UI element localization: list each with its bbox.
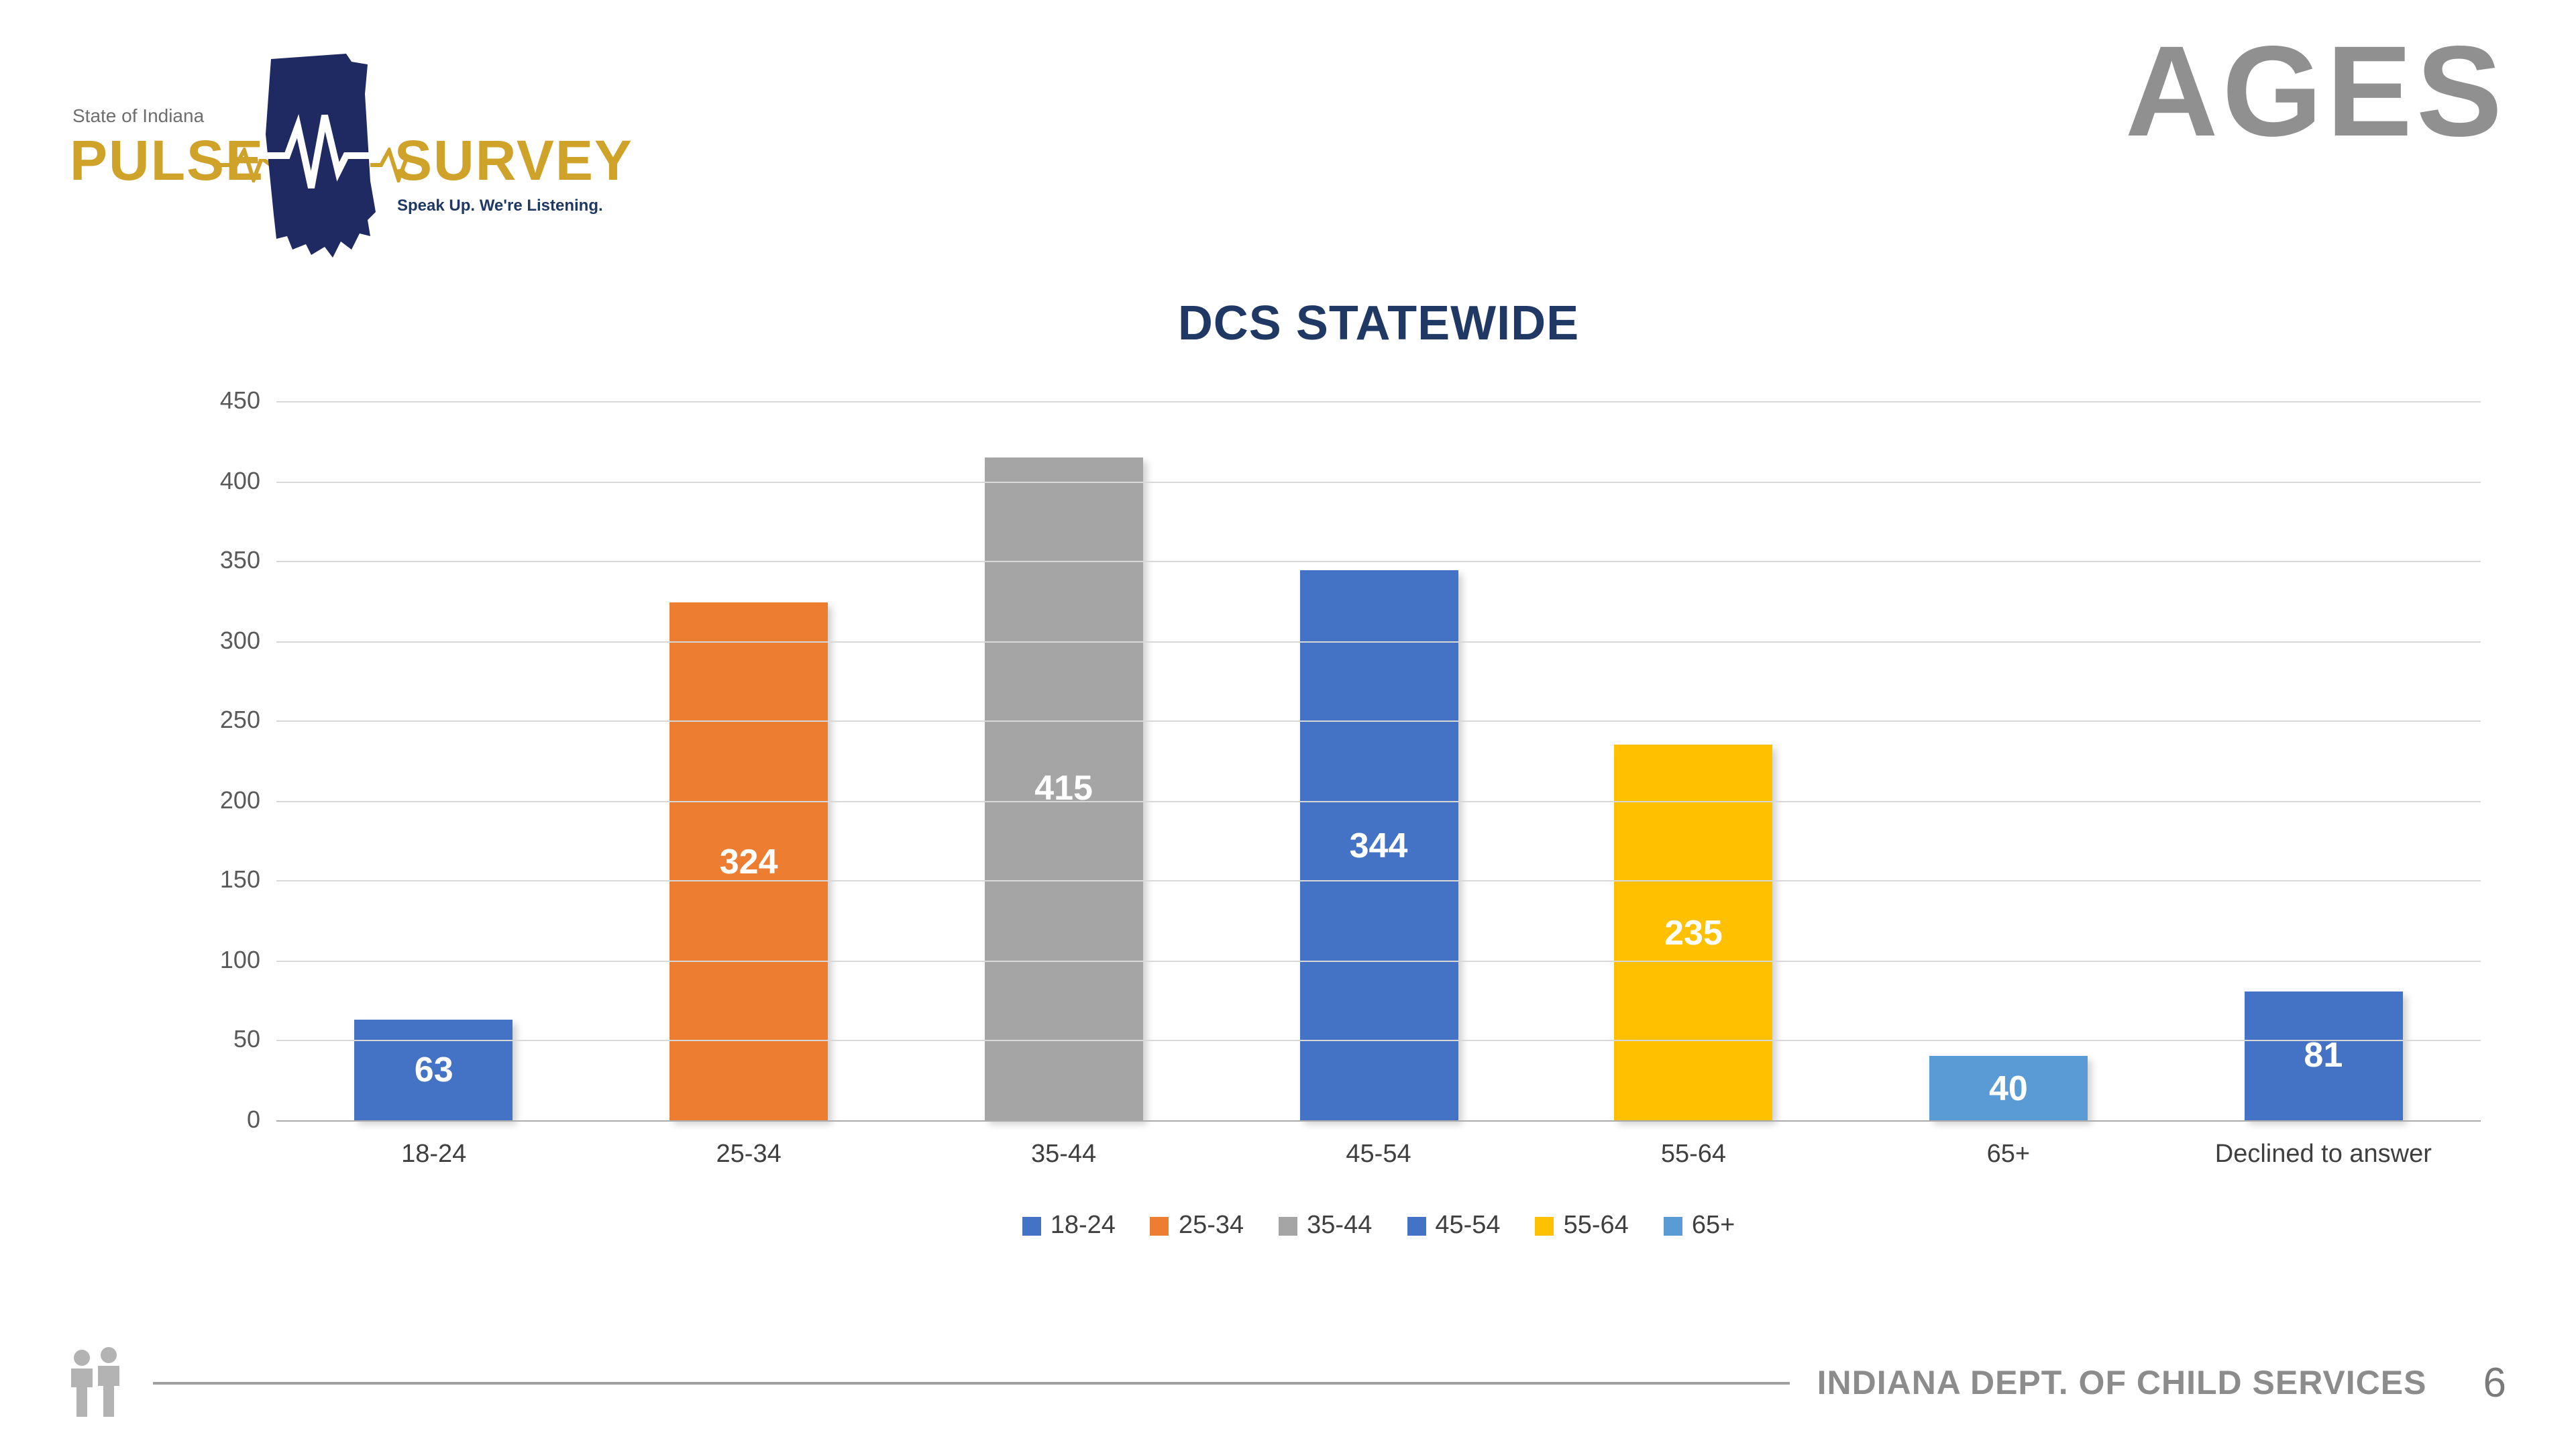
plot-area: 63 324 415 344 235 40 81 0 50 100 150 200 250 300 350… [220,387,2481,1133]
bar-column: 81 [2166,401,2481,1120]
indiana-state-icon [258,54,381,258]
bar-column: 63 [276,401,591,1120]
legend-swatch [1535,1217,1554,1236]
legend-swatch [1022,1217,1041,1236]
logo-state-label: State of Indiana [72,105,205,126]
gridline [276,800,2481,802]
page-heading: AGES [2125,20,2506,164]
bar-65+: 40 [1929,1056,2088,1120]
bar-column: 40 [1851,401,2165,1120]
x-axis-label: 55-64 [1660,1140,1727,1169]
chart-title: DCS STATEWIDE [1177,295,1580,350]
y-axis-tick: 250 [219,706,260,734]
x-axis-label: 65+ [1986,1140,2031,1169]
x-axis-label: 45-54 [1346,1140,1411,1169]
legend-item: 18-24 [1022,1212,1116,1241]
bar-value-label: 235 [1664,912,1723,953]
ekg-line-right-icon [370,148,424,182]
legend-swatch [1407,1217,1426,1236]
legend-item: 45-54 [1407,1212,1501,1241]
legend-label: 65+ [1691,1212,1735,1240]
legend-item: 65+ [1663,1212,1735,1241]
gridline [276,960,2481,962]
x-axis-label: Declined to answer [2214,1140,2432,1169]
bar-value-label: 40 [1988,1067,2028,1108]
gridline [276,481,2481,483]
logo-tagline: Speak Up. We're Listening. [397,196,603,215]
bar-columns: 63 324 415 344 235 40 81 [276,401,2481,1120]
gridline [276,1040,2481,1042]
y-axis-tick: 400 [219,467,260,494]
gridline [276,561,2481,563]
footer: INDIANA DEPT. OF CHILD SERVICES 6 [64,1342,2506,1425]
y-axis-tick: 200 [219,786,260,814]
bar-25-34: 324 [669,602,828,1120]
bar-18-24: 63 [354,1019,513,1120]
bar-value-label: 63 [414,1049,453,1089]
legend-swatch [1279,1217,1298,1236]
y-axis-tick: 150 [219,866,260,894]
bar-value-label: 415 [1034,767,1093,808]
legend-item: 35-44 [1279,1212,1372,1241]
ekg-line-left-icon [217,148,271,182]
gridline [276,401,2481,402]
legend-label: 25-34 [1178,1212,1244,1240]
y-axis-tick: 450 [219,387,260,414]
bar-value-label: 324 [719,841,778,881]
gridline [276,641,2481,643]
y-axis-tick: 100 [219,946,260,973]
legend-label: 55-64 [1563,1212,1629,1240]
bar-column: 415 [906,401,1221,1120]
logo-survey-text: SURVEY [394,129,633,192]
bar-column: 235 [1536,401,1851,1120]
y-axis-tick: 300 [219,627,260,654]
gridline [276,720,2481,722]
bar-column: 344 [1221,401,1536,1120]
legend-swatch [1150,1217,1169,1236]
chart-legend: 18-24 25-34 35-44 45-54 55-64 65+ [276,1212,2481,1241]
legend-item: 25-34 [1150,1212,1244,1241]
footer-divider [153,1382,1790,1385]
gridline [276,1120,2481,1122]
legend-swatch [1663,1217,1682,1236]
y-axis-tick: 350 [219,547,260,574]
legend-label: 35-44 [1307,1212,1373,1240]
y-axis-tick: 0 [246,1106,260,1133]
bar-Declined to answer: 81 [2244,991,2403,1120]
x-axis: 18-24 25-34 35-44 45-54 55-64 65+ Declined to … [276,1140,2481,1170]
legend-label: 18-24 [1050,1212,1116,1240]
bar-55-64: 235 [1614,745,1773,1120]
footer-department: INDIANA DEPT. OF CHILD SERVICES [1817,1364,2427,1401]
logo-pulse-text: PULSE [70,129,265,192]
y-axis-tick: 50 [233,1026,260,1053]
legend-item: 55-64 [1535,1212,1629,1241]
legend-label: 45-54 [1435,1212,1501,1240]
footer-page-number: 6 [2483,1359,2507,1406]
people-icon [71,1347,119,1417]
gridline [276,880,2481,882]
bar-45-54: 344 [1299,570,1458,1120]
bar-value-label: 344 [1349,824,1408,865]
x-axis-label: 35-44 [1030,1140,1097,1169]
bar-column: 324 [591,401,906,1120]
x-axis-label: 18-24 [401,1140,467,1169]
bar-35-44: 415 [984,457,1143,1120]
x-axis-label: 25-34 [716,1140,782,1169]
pulse-survey-logo: State of Indiana PULSE SURVEY Speak Up. … [67,35,684,303]
